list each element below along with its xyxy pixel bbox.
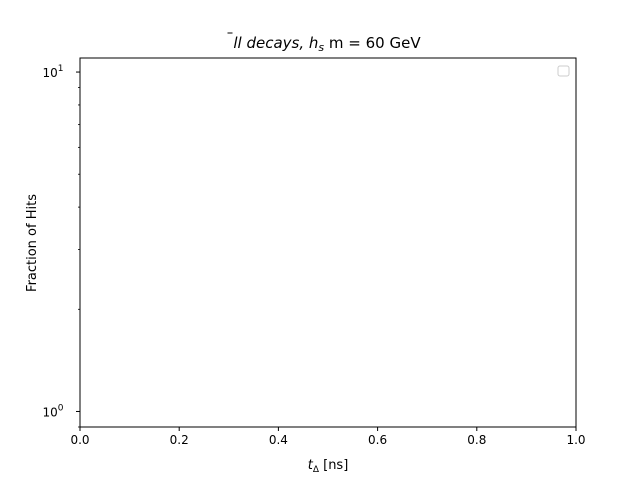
y-tick-base: 10: [42, 66, 57, 80]
title-bar-var: l: [233, 34, 238, 52]
y-tick-base: 10: [42, 405, 57, 419]
title-var: l decays,: [238, 34, 309, 52]
x-tick-label: 1.0: [566, 433, 585, 447]
y-axis-minor-ticks: [78, 87, 80, 428]
x-axis-label: tΔ [ns]: [308, 458, 349, 475]
y-tick-label: 100: [42, 403, 63, 419]
chart-title: ll decays, hs m = 60 GeV: [233, 34, 421, 54]
x-tick-label: 0.4: [269, 433, 288, 447]
y-tick-exp: 0: [58, 403, 64, 413]
title-mass: m = 60 GeV: [324, 34, 421, 52]
x-tick-label: 0.8: [467, 433, 486, 447]
y-tick-label: 101: [42, 64, 63, 80]
title-h: h: [309, 34, 319, 52]
x-axis-label-unit: [ns]: [319, 458, 348, 473]
x-axis-label-var: t: [308, 458, 314, 473]
plot-area: [79, 57, 577, 428]
x-axis-ticks: 0.0 0.2 0.4 0.6 0.8 1.0: [70, 427, 586, 447]
x-tick-label: 0.6: [368, 433, 387, 447]
y-tick-exp: 1: [58, 64, 64, 74]
x-axis-label-sub: Δ: [313, 465, 320, 475]
y-axis-label: Fraction of Hits: [25, 194, 40, 292]
x-tick-label: 0.0: [70, 433, 89, 447]
legend-box: [557, 65, 570, 77]
title-h-sub: s: [318, 41, 324, 54]
x-tick-label: 0.2: [170, 433, 189, 447]
